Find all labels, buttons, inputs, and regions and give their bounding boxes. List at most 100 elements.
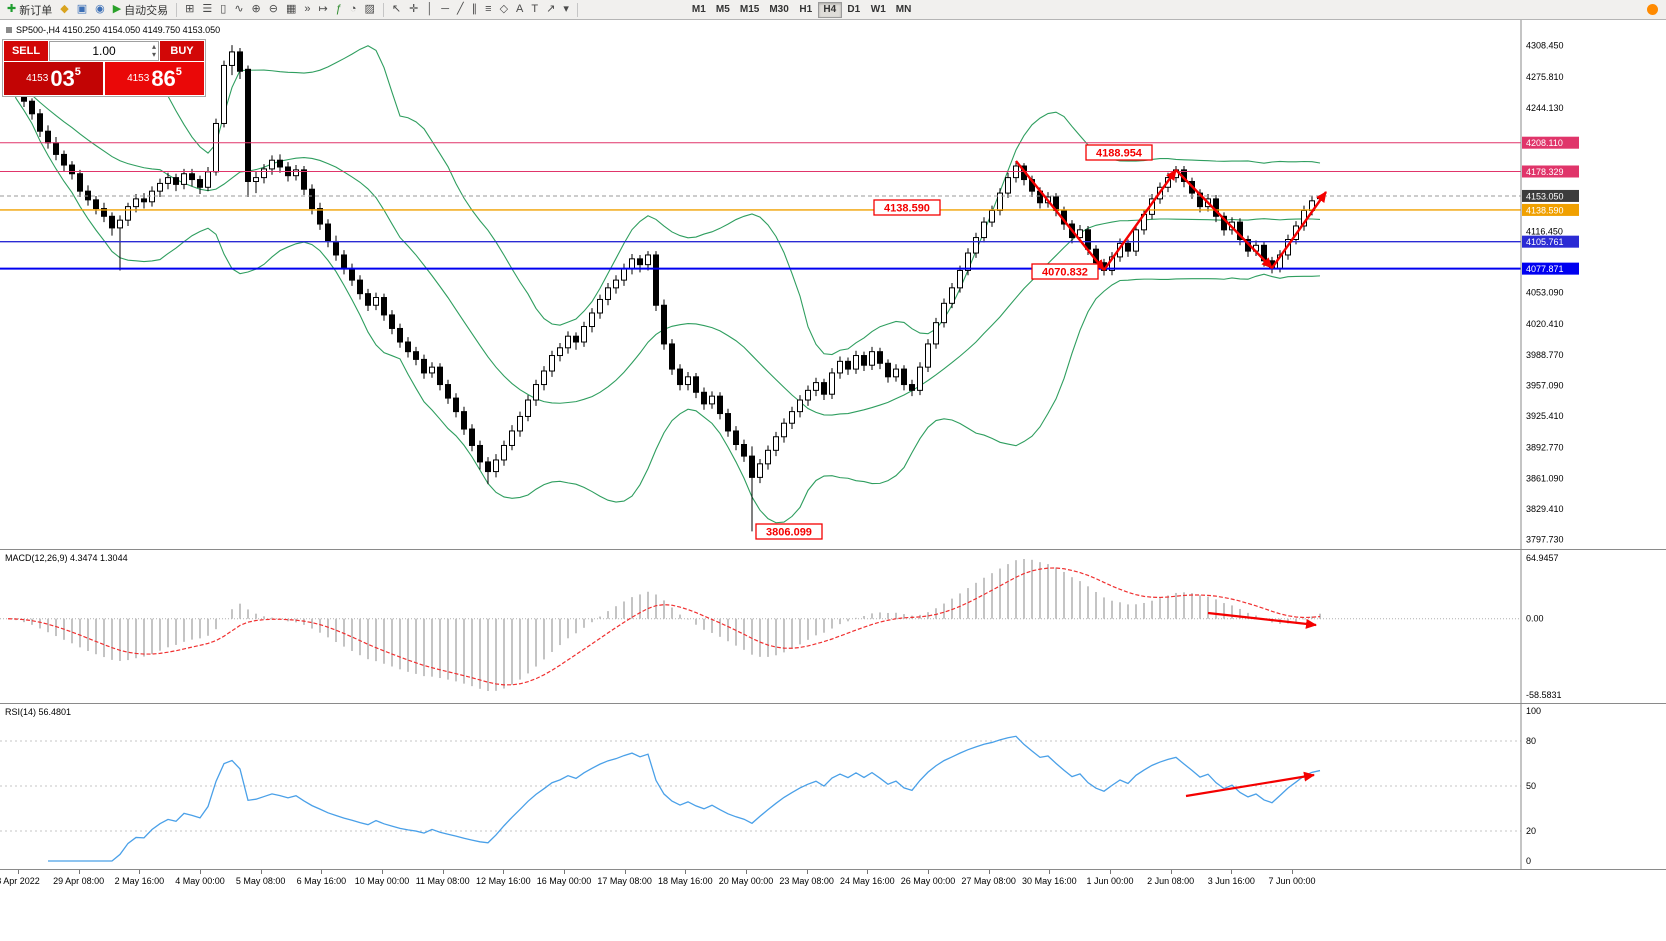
auto-scroll-icon[interactable]: » (300, 1, 314, 19)
timeframe-M30[interactable]: M30 (764, 2, 793, 18)
trend-arrow[interactable] (1271, 191, 1327, 269)
arrow-tool-icon[interactable]: ↗ (542, 1, 559, 19)
candle-body (485, 461, 491, 473)
time-axis-label: 6 May 16:00 (296, 876, 347, 886)
candle-body (157, 182, 163, 192)
time-axis-tick (1292, 870, 1293, 874)
rsi-axis-label: 100 (1526, 706, 1541, 716)
price-annotation-box[interactable] (755, 523, 823, 540)
buy-price[interactable]: 4153 86 5 (105, 62, 204, 95)
time-axis-label: 3 Jun 16:00 (1207, 876, 1255, 886)
time-axis-label: 1 Jun 00:00 (1086, 876, 1134, 886)
timeframe-MN[interactable]: MN (891, 2, 917, 18)
rsi-trend-arrow[interactable] (1185, 771, 1315, 798)
macd-panel[interactable]: 64.9457 0.00 -58.5831 (0, 549, 1666, 703)
candle-body (805, 389, 811, 401)
candle-body (237, 51, 243, 72)
lot-size-field[interactable]: 1.00 ▴ ▾ (49, 41, 159, 61)
toolbar: ✚ 新订单 ◆ ▣ ◉ ▶ 自动交易 ⊞ ☰ ▯ ∿ ⊕ ⊖ ▦ » ↦ ƒ ◔ ▨ ↖ ✛ │ ─ ╱ ∥ ≡ ◇ A T… (0, 0, 1666, 20)
candle-body (661, 304, 667, 345)
timeframe-H1[interactable]: H1 (794, 2, 818, 18)
periods-icon[interactable]: ◔ (346, 1, 361, 19)
price-badge (1522, 165, 1579, 178)
vertical-line-icon[interactable]: │ (422, 1, 437, 19)
line-chart-icon[interactable]: ∿ (230, 1, 247, 19)
text-icon[interactable]: A (512, 1, 527, 19)
candle-body (893, 368, 899, 378)
rsi-axis-label: 50 (1526, 781, 1536, 791)
price-axis-label: 3861.090 (1526, 473, 1564, 483)
candle-body (245, 68, 251, 182)
candle-body (221, 64, 227, 124)
buy-button[interactable]: BUY (160, 41, 204, 61)
candlestick-chart-icon: ▯ (220, 3, 227, 15)
zoom-out-icon[interactable]: ⊖ (265, 1, 282, 19)
timeframe-H4[interactable]: H4 (817, 1, 842, 18)
timeframe-M1[interactable]: M1 (687, 2, 711, 18)
market-watch-icon[interactable]: ◉ (91, 1, 109, 19)
timeframe-D1[interactable]: D1 (842, 2, 866, 18)
charts-icon[interactable]: ◆ (56, 1, 72, 19)
time-axis[interactable]: 8 Apr 2022 29 Apr 08:00 2 May 16:00 4 May 0… (0, 869, 1666, 890)
time-axis-label: 2 May 16:00 (114, 876, 165, 886)
candlestick-chart-icon[interactable]: ▯ (216, 1, 230, 19)
sell-price-big-digits: 03 (50, 65, 75, 91)
time-axis-label: 26 May 00:00 (900, 876, 956, 886)
lot-decrease-button[interactable]: ▾ (151, 50, 156, 59)
candle-body (509, 430, 515, 446)
trend-arrow[interactable] (1015, 160, 1105, 271)
zoom-in-icon[interactable]: ⊕ (248, 1, 265, 19)
rsi-axis-label: 80 (1526, 736, 1536, 746)
time-axis-tick (382, 870, 383, 874)
lot-size-value: 1.00 (92, 44, 116, 58)
timeframe-M5[interactable]: M5 (711, 2, 735, 18)
profiles-icon[interactable]: ▣ (73, 1, 91, 19)
time-axis-tick (806, 870, 808, 874)
tile-windows-icon: ▦ (285, 3, 297, 15)
new-chart-icon[interactable]: ⊞ (181, 1, 198, 19)
label-icon[interactable]: T (527, 1, 542, 19)
price-badge-value: 4208.110 (1526, 138, 1563, 148)
charts-icon: ◆ (60, 3, 69, 15)
autotrading-button[interactable]: ▶ 自动交易 (109, 1, 172, 19)
price-axis-label: 3829.410 (1526, 504, 1564, 514)
timeframe-W1[interactable]: W1 (866, 2, 891, 18)
new-order-button[interactable]: ✚ 新订单 (3, 1, 56, 19)
bar-chart-icon[interactable]: ☰ (198, 1, 216, 19)
price-annotation-box[interactable] (873, 199, 941, 216)
time-axis-label: 29 Apr 08:00 (53, 876, 105, 886)
macd-trend-arrow[interactable] (1207, 611, 1317, 629)
cursor-icon[interactable]: ↖ (388, 1, 405, 19)
fibonacci-icon[interactable]: ≡ (481, 1, 495, 19)
time-axis-label: 23 May 08:00 (779, 876, 834, 886)
tile-windows-icon[interactable]: ▦ (282, 1, 300, 19)
trend-arrow[interactable] (1175, 169, 1273, 269)
chart-shift-icon[interactable]: ↦ (315, 1, 332, 19)
new-chart-icon: ⊞ (185, 3, 195, 15)
rsi-panel[interactable]: 100 80 50 20 0 (0, 703, 1666, 869)
indicators-icon[interactable]: ƒ (332, 1, 346, 19)
channel-icon[interactable]: ∥ (468, 1, 482, 19)
candle-body (765, 449, 771, 465)
templates-icon[interactable]: ▨ (361, 1, 379, 19)
trend-arrow[interactable] (1103, 169, 1177, 271)
sell-button[interactable]: SELL (4, 41, 48, 61)
timeframe-M15[interactable]: M15 (735, 2, 764, 18)
candle-body (621, 268, 627, 281)
trendline-icon[interactable]: ╱ (453, 1, 468, 19)
lot-increase-button[interactable]: ▴ (151, 42, 156, 51)
price-badge (1522, 203, 1579, 216)
price-annotation-box[interactable] (1085, 144, 1153, 161)
horizontal-line-icon[interactable]: ─ (437, 1, 453, 19)
tools-dropdown-icon[interactable]: ▾ (559, 1, 573, 19)
candle-body (445, 384, 451, 399)
sell-price[interactable]: 4153 03 5 (4, 62, 103, 95)
shapes-icon[interactable]: ◇ (496, 1, 512, 19)
main-price-chart[interactable]: 4308.450 4275.810 4244.130 4116.450 4053.090… (0, 20, 1666, 549)
candle-body (93, 199, 99, 210)
crosshair-icon[interactable]: ✛ (405, 1, 422, 19)
price-annotation-box[interactable] (1031, 263, 1099, 280)
price-axis[interactable]: 4308.450 4275.810 4244.130 4116.450 4053.090… (1520, 20, 1579, 549)
price-axis-label: 4308.450 (1526, 41, 1564, 51)
text-icon: A (516, 3, 524, 15)
